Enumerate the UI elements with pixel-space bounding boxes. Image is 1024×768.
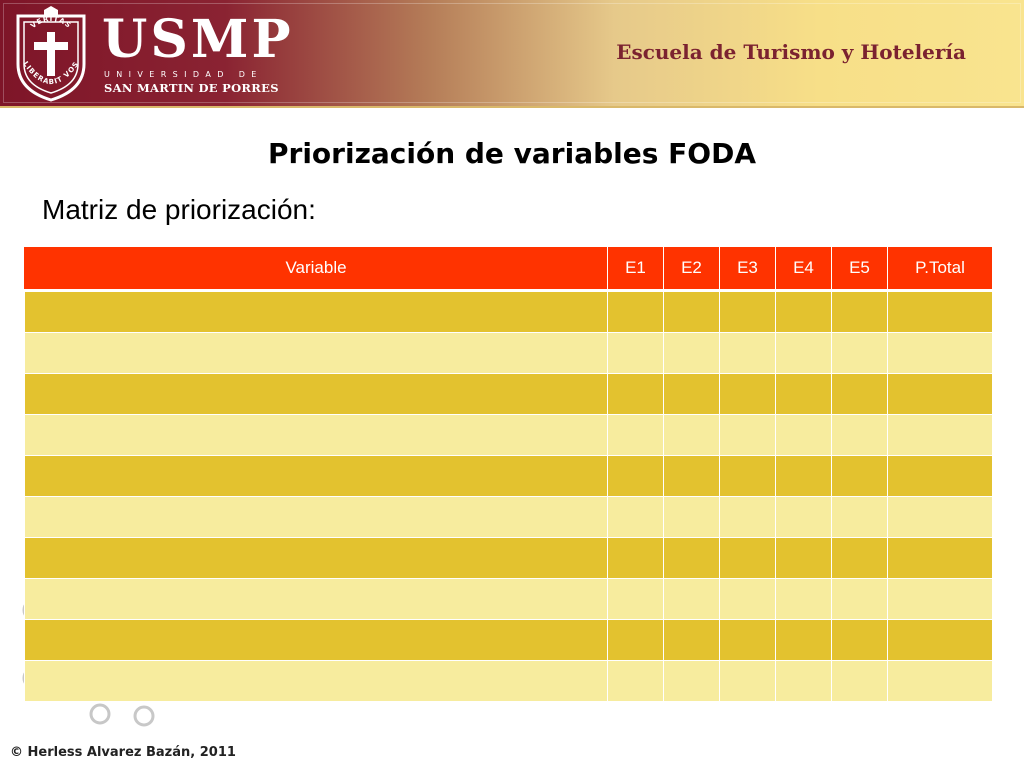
table-cell bbox=[887, 619, 993, 661]
table-row bbox=[24, 414, 993, 456]
table-cell bbox=[887, 537, 993, 579]
table-cell bbox=[719, 537, 776, 579]
school-name: Escuela de Turismo y Hotelería bbox=[616, 40, 966, 64]
table-cell bbox=[719, 414, 776, 456]
table-row bbox=[24, 619, 993, 661]
table-row bbox=[24, 660, 993, 702]
header-banner: VERITAS LIBERABIT VOS USMP UNIVERSIDAD D… bbox=[0, 0, 1024, 108]
table-cell bbox=[719, 455, 776, 497]
table-cell bbox=[719, 290, 776, 333]
table-cell bbox=[663, 332, 720, 374]
column-header-e5: E5 bbox=[831, 246, 888, 291]
table-cell bbox=[831, 619, 888, 661]
column-header-e1: E1 bbox=[607, 246, 664, 291]
table-cell bbox=[887, 414, 993, 456]
table-cell bbox=[887, 578, 993, 620]
table-cell bbox=[775, 496, 832, 538]
table-cell bbox=[719, 578, 776, 620]
table-cell bbox=[887, 455, 993, 497]
usmp-crest-logo: VERITAS LIBERABIT VOS bbox=[16, 6, 86, 102]
table-cell bbox=[775, 619, 832, 661]
table-cell bbox=[24, 537, 608, 579]
column-header-e4: E4 bbox=[775, 246, 832, 291]
logo-subtitle-university: UNIVERSIDAD DE bbox=[104, 70, 263, 79]
table-row bbox=[24, 332, 993, 374]
copyright-footer: © Herless Alvarez Bazán, 2011 bbox=[10, 745, 236, 760]
table-cell bbox=[775, 660, 832, 702]
table-cell bbox=[607, 290, 664, 333]
table-cell bbox=[831, 332, 888, 374]
column-header-ptotal: P.Total bbox=[887, 246, 993, 291]
table-cell bbox=[719, 660, 776, 702]
table-cell bbox=[607, 660, 664, 702]
table-cell bbox=[607, 455, 664, 497]
table-cell bbox=[719, 332, 776, 374]
table-cell bbox=[607, 332, 664, 374]
table-cell bbox=[775, 537, 832, 579]
table-row bbox=[24, 537, 993, 579]
table-cell bbox=[663, 455, 720, 497]
table-cell bbox=[24, 290, 608, 333]
table-row bbox=[24, 455, 993, 497]
column-header-variable: Variable bbox=[24, 246, 608, 291]
table-cell bbox=[775, 455, 832, 497]
table-cell bbox=[607, 578, 664, 620]
table-row bbox=[24, 373, 993, 415]
table-cell bbox=[24, 332, 608, 374]
table-cell bbox=[831, 660, 888, 702]
table-cell bbox=[663, 496, 720, 538]
table-cell bbox=[719, 373, 776, 415]
table-cell bbox=[831, 373, 888, 415]
table-cell bbox=[24, 578, 608, 620]
table-cell bbox=[663, 414, 720, 456]
table-cell bbox=[775, 578, 832, 620]
table-cell bbox=[607, 414, 664, 456]
table-cell bbox=[24, 455, 608, 497]
usmp-logo-text: USMP bbox=[102, 9, 294, 70]
table-cell bbox=[607, 537, 664, 579]
table-cell bbox=[24, 619, 608, 661]
table-cell bbox=[831, 578, 888, 620]
logo-subtitle-name: SAN MARTIN DE PORRES bbox=[104, 81, 279, 95]
slide-title: Priorización de variables FODA bbox=[268, 137, 756, 170]
table-cell bbox=[775, 332, 832, 374]
table-cell bbox=[719, 619, 776, 661]
table-cell bbox=[831, 455, 888, 497]
table-header-row: Variable E1 E2 E3 E4 E5 P.Total bbox=[24, 246, 993, 291]
table-cell bbox=[24, 496, 608, 538]
table-cell bbox=[663, 373, 720, 415]
table-cell bbox=[775, 373, 832, 415]
table-cell bbox=[887, 660, 993, 702]
table-cell bbox=[887, 496, 993, 538]
slide-subtitle: Matriz de priorización: bbox=[42, 194, 316, 225]
table-cell bbox=[663, 578, 720, 620]
table-row bbox=[24, 290, 993, 333]
table-row bbox=[24, 496, 993, 538]
column-header-e2: E2 bbox=[663, 246, 720, 291]
table-cell bbox=[831, 496, 888, 538]
table-cell bbox=[775, 290, 832, 333]
table-cell bbox=[24, 660, 608, 702]
prioritization-matrix: Variable E1 E2 E3 E4 E5 P.Total bbox=[24, 246, 993, 702]
table-cell bbox=[663, 290, 720, 333]
table-cell bbox=[24, 373, 608, 415]
table-cell bbox=[719, 496, 776, 538]
table-cell bbox=[663, 619, 720, 661]
table-cell bbox=[24, 414, 608, 456]
table-cell bbox=[831, 290, 888, 333]
table-cell bbox=[887, 332, 993, 374]
table-cell bbox=[775, 414, 832, 456]
table-row bbox=[24, 578, 993, 620]
table-cell bbox=[607, 373, 664, 415]
table-cell bbox=[887, 290, 993, 333]
banner-frame bbox=[3, 3, 1021, 103]
table-cell bbox=[607, 496, 664, 538]
table-cell bbox=[831, 414, 888, 456]
table-cell bbox=[663, 537, 720, 579]
table-cell bbox=[887, 373, 993, 415]
table-cell bbox=[663, 660, 720, 702]
column-header-e3: E3 bbox=[719, 246, 776, 291]
table-cell bbox=[831, 537, 888, 579]
table-cell bbox=[607, 619, 664, 661]
